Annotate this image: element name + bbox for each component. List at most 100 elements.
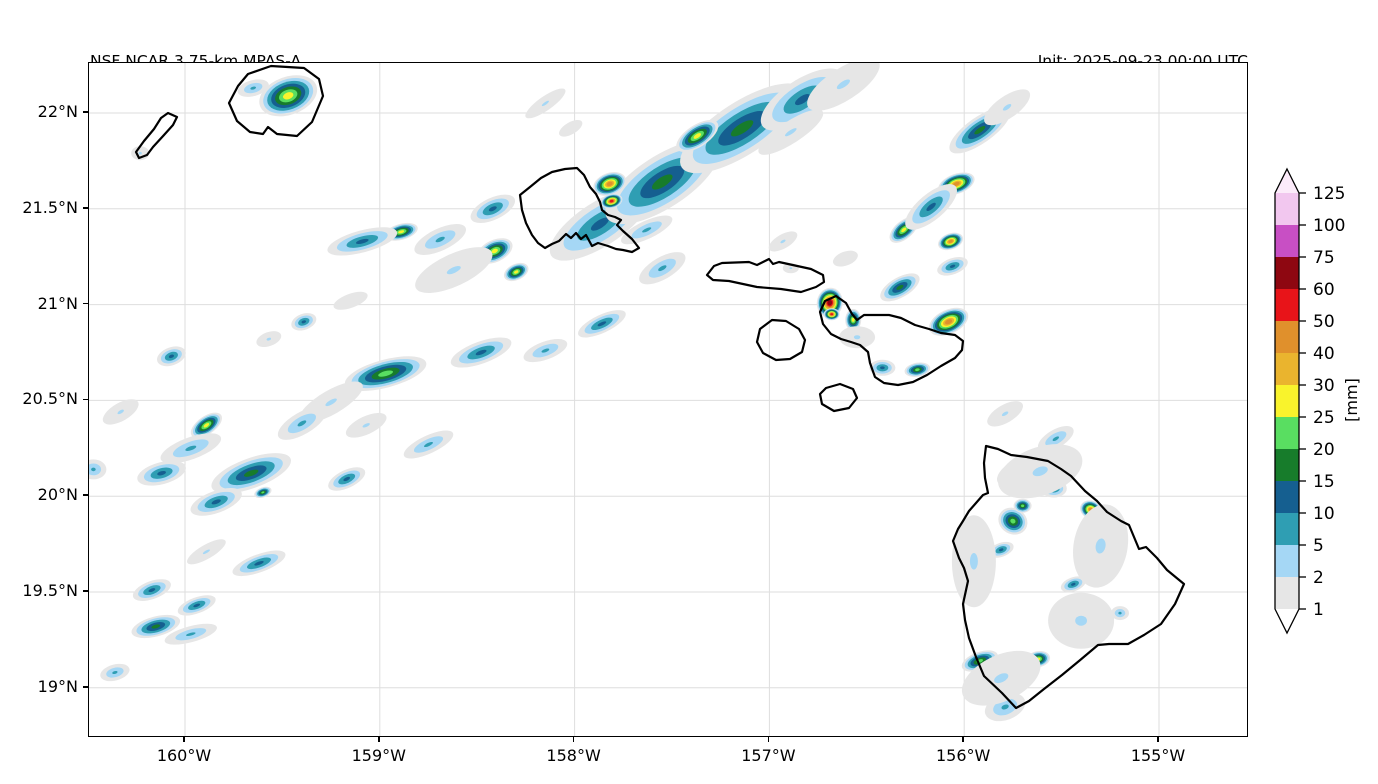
precip-contour-ring bbox=[202, 549, 210, 555]
precip-cell bbox=[839, 326, 876, 349]
precip-contour-ring bbox=[541, 100, 550, 107]
precip-contour-ring bbox=[446, 265, 461, 275]
precip-cell bbox=[291, 313, 317, 331]
precip-contour-ring bbox=[112, 670, 118, 675]
lon-tick-label: 160°W bbox=[156, 746, 212, 765]
precip-cell bbox=[593, 172, 627, 196]
colorbar-segment bbox=[1275, 385, 1299, 417]
precip-contour-ring bbox=[1001, 704, 1009, 710]
colorbar-tick-label: 25 bbox=[1313, 408, 1335, 428]
precip-contour-ring bbox=[780, 239, 786, 244]
precip-contour-ring bbox=[211, 499, 221, 505]
precip-contour-ring bbox=[901, 227, 907, 233]
precip-cell bbox=[414, 224, 466, 255]
precip-cell bbox=[190, 488, 242, 516]
precip-cell bbox=[869, 359, 896, 376]
precip-contour-ring bbox=[994, 673, 1009, 684]
precip-cell bbox=[951, 515, 996, 608]
precip-cell bbox=[768, 231, 798, 252]
precip-contour-ring bbox=[297, 420, 307, 427]
colorbar-segment bbox=[1275, 481, 1299, 513]
precip-contour-ring bbox=[362, 423, 370, 428]
lat-tick-label: 20.5°N bbox=[22, 389, 78, 409]
precip-cell bbox=[470, 194, 516, 224]
precip-cell bbox=[137, 460, 186, 486]
precip-contour-ring bbox=[333, 291, 368, 310]
precip-contour-ring bbox=[398, 230, 405, 234]
precip-contour-ring bbox=[261, 491, 265, 494]
coastline-maui bbox=[818, 294, 965, 387]
colorbar-segment bbox=[1275, 289, 1299, 321]
precip-contour-ring bbox=[424, 441, 433, 448]
precip-contour-ring bbox=[185, 445, 197, 452]
colorbar-segment bbox=[1275, 417, 1299, 449]
precipitation-layer bbox=[89, 63, 1129, 722]
precip-contour-ring bbox=[1021, 504, 1025, 508]
precip-contour-ring bbox=[998, 548, 1004, 552]
precip-contour-ring bbox=[609, 199, 614, 203]
precip-contour-ring bbox=[949, 264, 956, 268]
precip-contour-ring bbox=[148, 588, 156, 593]
lon-tick-label: 157°W bbox=[741, 746, 796, 765]
precip-contour-ring bbox=[853, 335, 861, 340]
lon-tick-mark bbox=[572, 737, 575, 742]
precip-contour-ring bbox=[186, 632, 196, 637]
precip-contour-ring bbox=[795, 94, 810, 106]
map-plot-area bbox=[88, 62, 1248, 737]
precip-contour-ring bbox=[488, 206, 497, 212]
precip-contour-ring bbox=[915, 368, 920, 372]
lon-tick-mark bbox=[1157, 737, 1159, 742]
precip-cell bbox=[132, 579, 171, 601]
precip-cell bbox=[187, 539, 226, 565]
colorbar-tick-label: 10 bbox=[1313, 504, 1335, 524]
precip-contour-ring bbox=[254, 561, 264, 566]
precip-contour-ring bbox=[1075, 615, 1087, 626]
lat-tick-label: 20°N bbox=[37, 485, 78, 505]
precip-contour-ring bbox=[91, 467, 96, 472]
precip-contour-ring bbox=[151, 624, 161, 629]
precip-contour-ring bbox=[138, 151, 142, 155]
precip-cell bbox=[987, 401, 1023, 427]
precip-cell bbox=[344, 356, 427, 391]
precip-contour-ring bbox=[974, 126, 986, 135]
colorbar-tick-label: 60 bbox=[1313, 280, 1335, 300]
coastline-lanai bbox=[755, 318, 807, 362]
lat-tick-mark bbox=[83, 111, 88, 113]
precip-contour-ring bbox=[203, 423, 210, 428]
precip-cell bbox=[503, 262, 529, 282]
precip-cell bbox=[905, 184, 957, 230]
precip-cell bbox=[639, 252, 686, 285]
precip-contour-ring bbox=[953, 181, 960, 186]
lon-tick-mark bbox=[962, 737, 964, 742]
precip-cell bbox=[998, 507, 1028, 535]
precip-contour-ring bbox=[693, 133, 702, 139]
colorbar-tick-label: 1 bbox=[1313, 600, 1324, 620]
precip-cell bbox=[523, 339, 568, 363]
precip-cell bbox=[211, 453, 291, 494]
lat-tick-mark bbox=[83, 398, 88, 401]
precip-contour-ring bbox=[948, 239, 953, 243]
precip-contour-ring bbox=[475, 349, 487, 356]
lat-tick-mark bbox=[83, 590, 88, 592]
precip-cell bbox=[832, 250, 858, 267]
precip-cell bbox=[450, 337, 512, 368]
precip-contour-ring bbox=[597, 321, 607, 327]
coastline-kauai bbox=[227, 64, 325, 138]
precip-contour-ring bbox=[168, 354, 174, 359]
colorbar-segment bbox=[1275, 225, 1299, 257]
lat-tick-label: 21°N bbox=[37, 293, 78, 313]
lat-tick-mark bbox=[83, 207, 88, 209]
lat-tick-label: 21.5°N bbox=[22, 197, 78, 217]
precip-cell bbox=[758, 109, 824, 155]
precip-contour-ring bbox=[491, 248, 498, 254]
precip-contour-ring bbox=[1032, 466, 1048, 477]
precip-cell bbox=[984, 89, 1031, 126]
precip-cell bbox=[928, 307, 969, 336]
precip-contour-ring bbox=[301, 320, 307, 324]
precip-contour-ring bbox=[325, 398, 337, 407]
precip-contour-ring bbox=[1095, 538, 1106, 554]
lon-tick-label: 156°W bbox=[936, 746, 991, 765]
lon-tick-label: 155°W bbox=[1130, 746, 1186, 765]
precip-cell bbox=[998, 444, 1083, 499]
precip-contour-ring bbox=[243, 469, 259, 477]
